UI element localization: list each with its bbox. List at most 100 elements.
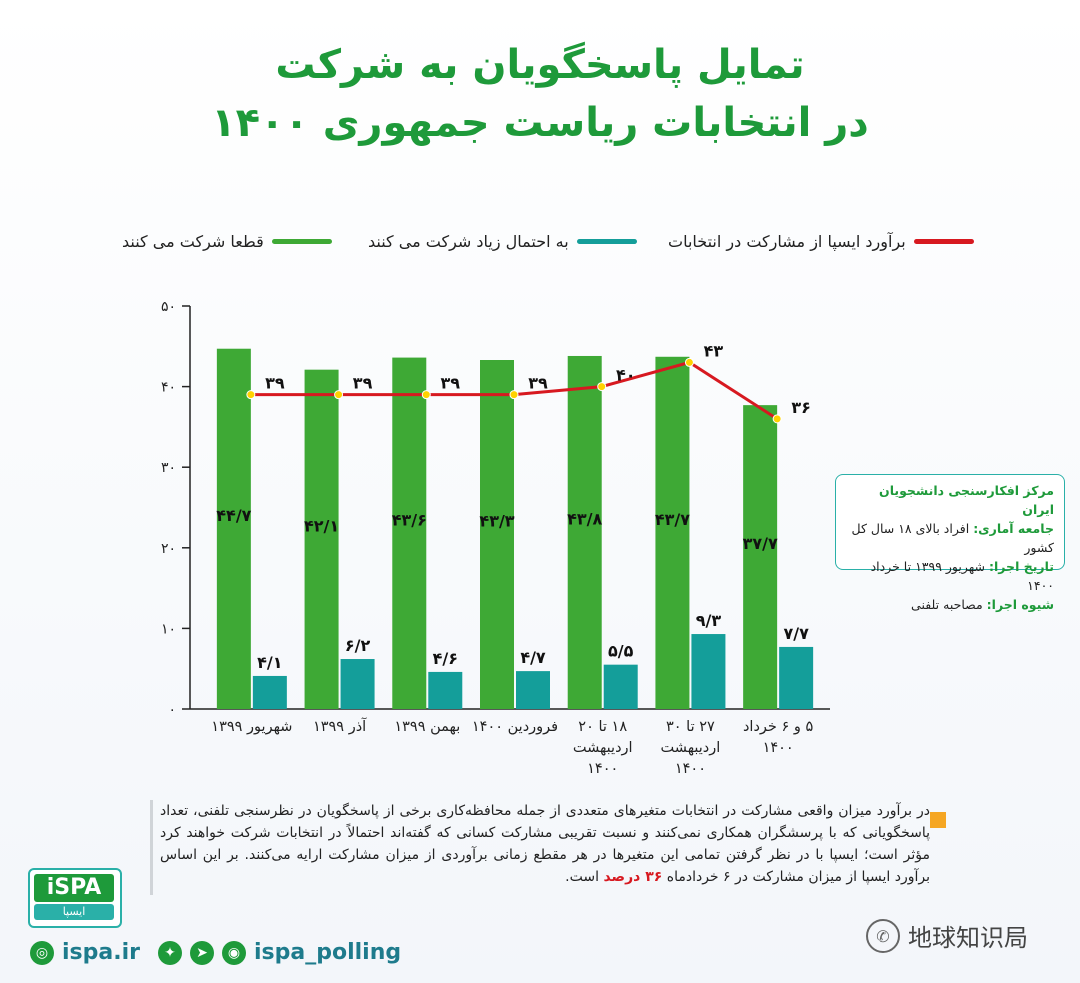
logo-bottom-text: ایسپا (34, 904, 114, 920)
estimate-point-label: ۳۹ (441, 374, 461, 393)
bar-label-likely: ۹/۳ (696, 611, 722, 630)
wechat-icon: ✆ (866, 918, 900, 953)
estimate-point-label: ۴۰ (616, 366, 636, 385)
website-text: ispa.ir (62, 940, 140, 965)
legend-label-likely: به احتمال زیاد شرکت می کنند (368, 232, 569, 251)
title-line-1: تمایل پاسخگویان به شرکت (275, 42, 805, 88)
ispa-logo: iSPA ایسپا (28, 868, 122, 928)
x-tick-label: ۱۴۰۰ (587, 761, 618, 777)
note-text: در برآورد میزان واقعی مشارکت در انتخابات… (160, 800, 930, 888)
x-tick-label: بهمن ۱۳۹۹ (394, 719, 460, 735)
x-tick-label: ۲۷ تا ۳۰ (666, 719, 715, 735)
bar-likely (252, 675, 287, 709)
bar-label-definitely: ۴۳/۸ (567, 509, 602, 528)
bar-likely (516, 671, 550, 709)
x-tick-label: فروردین ۱۴۰۰ (472, 719, 558, 735)
estimate-point (597, 382, 607, 392)
bar-label-likely: ۶/۲ (345, 636, 371, 655)
info-date-value: شهریور ۱۳۹۹ تا خرداد ۱۴۰۰ (870, 559, 1054, 593)
bar-likely (603, 664, 638, 709)
footer-website[interactable]: ◎ ispa.ir (30, 940, 140, 965)
logo-top-text: iSPA (34, 874, 114, 902)
estimate-point (334, 390, 344, 400)
bar-label-likely: ۴/۶ (433, 649, 458, 668)
twitter-icon: ✦ (158, 940, 182, 965)
legend-label-estimate: برآورد ایسپا از مشارکت در انتخابات (668, 232, 906, 251)
bar-definitely (304, 369, 339, 709)
info-date-key: تاریخ اجرا: (989, 559, 1054, 574)
note-tail: است. (565, 869, 599, 885)
legend-item-definitely: قطعا شرکت می کنند (122, 232, 332, 251)
x-tick-label: ۵ و ۶ خرداد (743, 719, 814, 735)
bar-likely (691, 634, 726, 709)
watermark: ✆ 地球知识局 (866, 918, 1028, 953)
note-body: در برآورد میزان واقعی مشارکت در انتخابات… (160, 803, 930, 885)
info-method-key: شیوه اجرا: (986, 597, 1054, 612)
info-population-value: افراد بالای ۱۸ سال کل کشور (851, 521, 1054, 555)
estimate-point (772, 414, 782, 424)
bar-label-likely: ۴/۱ (257, 653, 282, 672)
note-highlight: ۳۶ درصد (603, 869, 663, 885)
legend-swatch-likely (576, 239, 637, 244)
x-tick-label: ۱۴۰۰ (675, 761, 706, 777)
note-divider (150, 800, 153, 895)
bar-label-definitely: ۴۳/۳ (479, 512, 514, 531)
x-tick-label: آذر ۱۳۹۹ (313, 717, 367, 735)
globe-icon: ◎ (30, 940, 54, 965)
bar-likely (428, 671, 463, 709)
watermark-text: 地球知识局 (908, 924, 1028, 952)
x-tick-label: شهریور ۱۳۹۹ (211, 719, 292, 735)
bar-label-definitely: ۴۳/۶ (392, 510, 427, 529)
y-tick-label: ۴۰ (161, 380, 176, 396)
bar-label-likely: ۷/۷ (783, 624, 809, 643)
info-population-key: جامعه آماری: (973, 521, 1054, 536)
info-org: مرکز افکارسنجی دانشجویان ایران (879, 483, 1054, 517)
y-tick-label: ۲۰ (161, 541, 176, 557)
estimate-point-label: ۳۹ (265, 374, 285, 393)
bar-definitely (392, 357, 427, 709)
bar-label-definitely: ۳۷/۷ (743, 534, 778, 553)
estimate-point (509, 390, 519, 400)
estimate-point-label: ۳۹ (528, 374, 548, 393)
x-tick-label: ۱۴۰۰ (763, 740, 794, 756)
y-tick-label: ۳۰ (161, 460, 176, 476)
estimate-point-label: ۳۶ (791, 398, 811, 417)
bar-definitely (743, 405, 778, 709)
estimate-point-label: ۳۹ (353, 374, 373, 393)
chart: ۰ ۱۰ ۲۰ ۳۰ ۴۰ ۵۰ ۴۴/۷ ۴/۱ شهریور ۱۳۹۹ ۴۲/۱ ۶/۲ آذر … (161, 299, 830, 777)
y-tick-label: ۰ (168, 702, 176, 718)
bar-definitely (216, 348, 251, 709)
bar-label-definitely: ۴۴/۷ (216, 506, 251, 525)
note-bullet (930, 812, 946, 828)
bar-likely (340, 659, 375, 709)
telegram-icon: ➤ (190, 940, 214, 965)
bar-likely (779, 646, 814, 709)
estimate-point (684, 357, 694, 367)
legend-item-likely: به احتمال زیاد شرکت می کنند (368, 232, 637, 251)
title-line-2: در انتخابات ریاست جمهوری ۱۴۰۰ (211, 100, 869, 146)
estimate-point (421, 390, 431, 400)
y-tick-label: ۱۰ (161, 621, 176, 637)
x-tick-label: اردیبهشت (573, 740, 633, 756)
bar-label-likely: ۵/۵ (608, 642, 634, 661)
handle-text: ispa_polling (254, 940, 402, 965)
bar-definitely (655, 356, 690, 709)
footer-social[interactable]: ✦ ➤ ◉ ispa_polling (158, 940, 401, 965)
estimate-point-label: ۴۳ (704, 341, 724, 360)
x-tick-label: ۱۸ تا ۲۰ (578, 719, 627, 735)
bar-label-definitely: ۴۲/۱ (304, 516, 339, 535)
x-tick-label: اردیبهشت (661, 740, 721, 756)
info-method-value: مصاحبه تلفنی (911, 597, 983, 612)
legend-swatch-definitely (271, 239, 332, 244)
instagram-icon: ◉ (222, 940, 246, 965)
bar-definitely (567, 355, 602, 709)
bar-label-likely: ۴/۷ (520, 648, 546, 667)
legend-swatch-estimate (913, 239, 974, 244)
bar-label-definitely: ۴۳/۷ (655, 510, 690, 529)
survey-info-box: مرکز افکارسنجی دانشجویان ایران جامعه آما… (835, 474, 1065, 612)
legend-item-estimate: برآورد ایسپا از مشارکت در انتخابات (668, 232, 974, 251)
legend-label-definitely: قطعا شرکت می کنند (122, 232, 264, 251)
bar-definitely (480, 360, 514, 709)
estimate-point (246, 390, 256, 400)
y-tick-label: ۵۰ (161, 299, 176, 315)
